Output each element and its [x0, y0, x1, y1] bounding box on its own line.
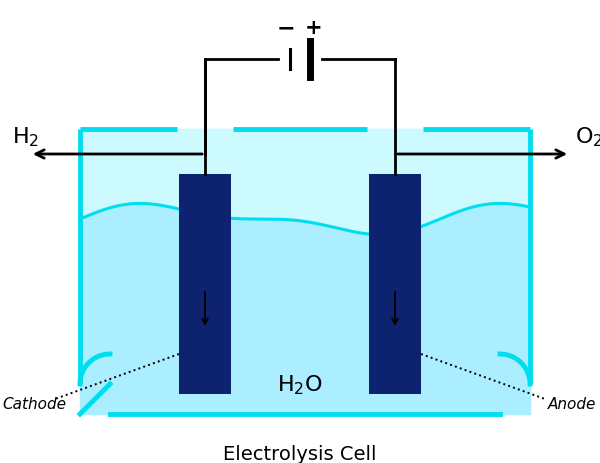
Bar	[179, 175, 231, 394]
Text: $\rm H_2$: $\rm H_2$	[12, 125, 39, 149]
Text: −: −	[277, 18, 295, 38]
Text: +: +	[305, 18, 323, 38]
Bar	[369, 175, 421, 394]
Text: Electrolysis Cell: Electrolysis Cell	[223, 444, 377, 463]
Text: $\rm O_2$: $\rm O_2$	[575, 125, 600, 149]
Text: Cathode: Cathode	[2, 397, 66, 412]
Text: Anode: Anode	[548, 397, 596, 412]
Polygon shape	[80, 219, 530, 414]
Polygon shape	[80, 130, 530, 414]
Text: $\rm H_2O$: $\rm H_2O$	[277, 372, 323, 396]
